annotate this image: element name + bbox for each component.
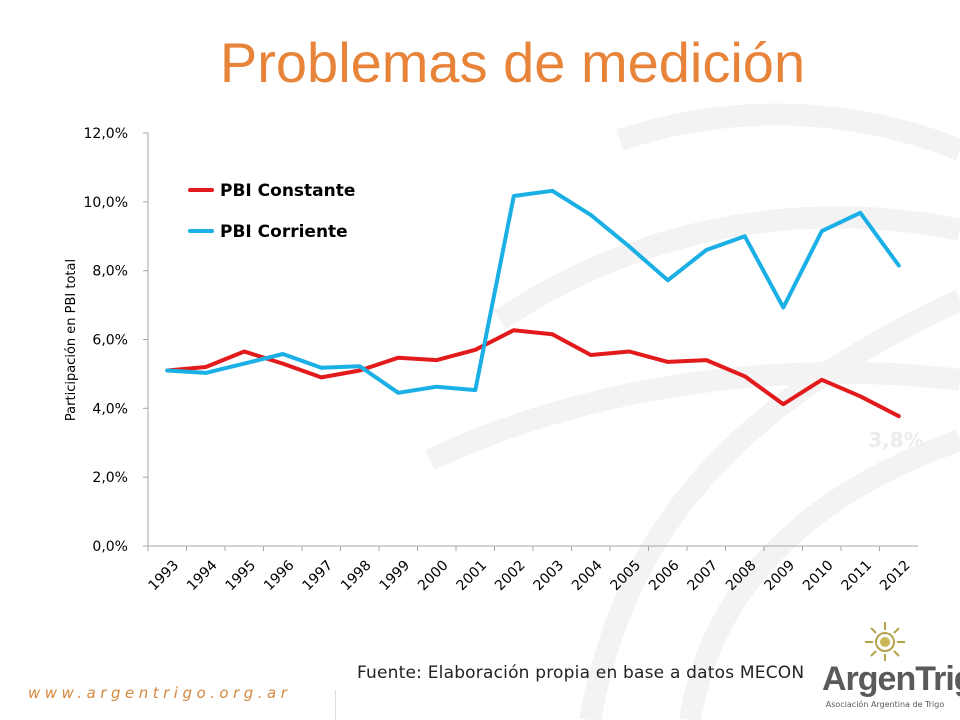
y-tick-label: 0,0% xyxy=(92,539,128,555)
legend-label: PBI Corriente xyxy=(220,222,348,242)
y-tick-label: 12,0% xyxy=(84,126,128,142)
x-tick-label: 2000 xyxy=(415,558,452,595)
series-line-pbi-constante xyxy=(165,328,901,419)
x-tick-label: 1999 xyxy=(377,558,414,595)
series-line-pbi-corriente xyxy=(165,188,901,395)
wheat-sun-icon xyxy=(865,622,905,661)
argentrigo-logo: ArgenTrigo Asociación Argentina de Trigo xyxy=(822,620,960,715)
x-tick-label: 1995 xyxy=(223,558,260,595)
slide-title: Problemas de medición xyxy=(219,31,806,94)
x-tick-label: 2001 xyxy=(454,558,491,595)
x-tick-label: 2006 xyxy=(646,557,683,594)
x-tick-label: 1996 xyxy=(261,557,298,594)
x-tick-label: 2011 xyxy=(839,558,876,595)
x-tick-label: 2009 xyxy=(762,558,799,595)
x-tick-label: 2010 xyxy=(800,558,837,595)
x-tick-label: 1997 xyxy=(300,558,337,595)
x-tick-label: 2012 xyxy=(877,558,914,595)
end-value-annotation: 3,8% xyxy=(868,428,923,452)
y-tick-label: 6,0% xyxy=(92,333,128,349)
source-note: Fuente: Elaboración propia en base a dat… xyxy=(357,663,805,683)
x-tick-label: 1994 xyxy=(184,557,221,594)
y-tick-label: 8,0% xyxy=(92,264,128,280)
x-tick-label: 2008 xyxy=(723,558,760,595)
divider xyxy=(335,690,336,720)
y-tick-label: 10,0% xyxy=(84,195,128,211)
x-tick-label: 1998 xyxy=(338,558,375,595)
x-tick-label: 2004 xyxy=(569,557,606,594)
x-tick-label: 1993 xyxy=(146,558,183,595)
x-tick-label: 2007 xyxy=(685,558,722,595)
y-tick-label: 2,0% xyxy=(92,470,128,486)
x-tick-label: 2003 xyxy=(531,558,568,595)
x-tick-label: 2005 xyxy=(608,558,645,595)
website-link[interactable]: www.argentrigo.org.ar xyxy=(28,684,292,702)
legend-label: PBI Constante xyxy=(220,181,355,201)
logo-name: ArgenTrigo xyxy=(822,660,960,698)
x-tick-label: 2002 xyxy=(492,558,529,595)
logo-subtitle: Asociación Argentina de Trigo xyxy=(825,700,945,709)
y-axis-title: Participación en PBI total xyxy=(64,259,79,421)
y-tick-label: 4,0% xyxy=(92,401,128,417)
